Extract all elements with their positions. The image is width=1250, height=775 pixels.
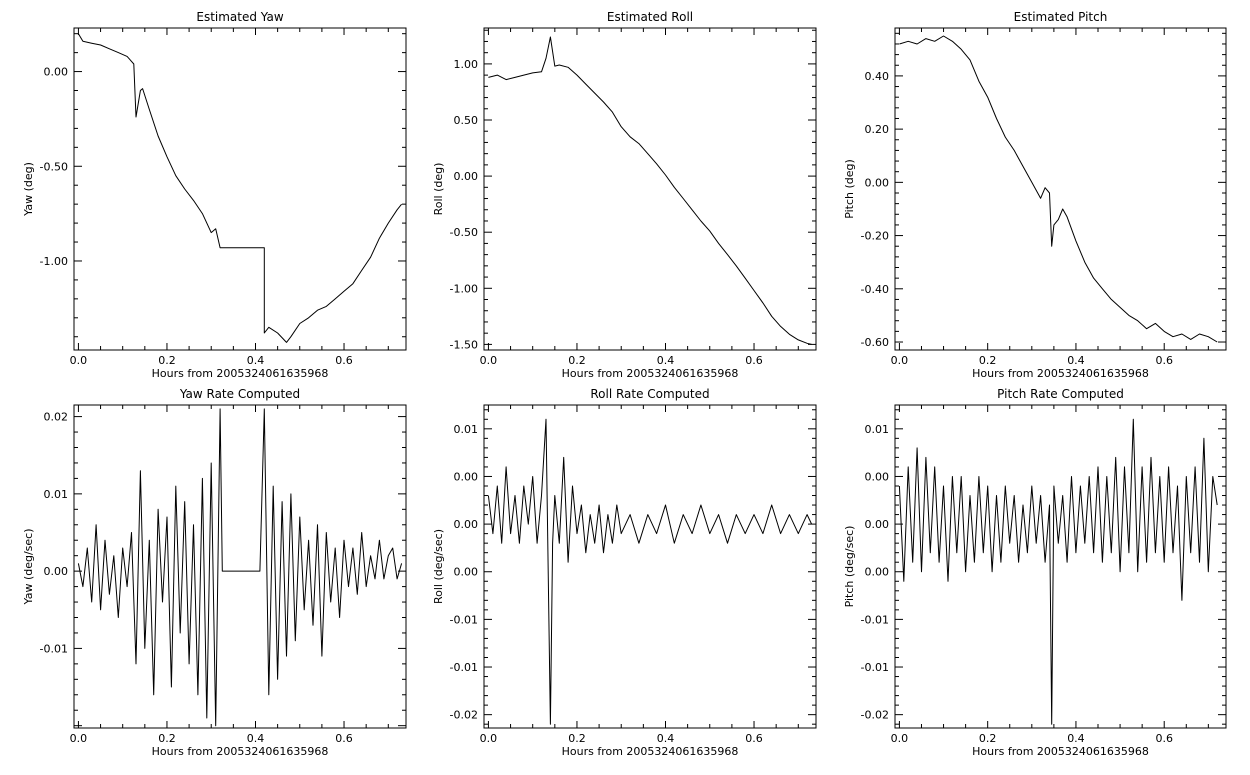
series-line-1: [77, 33, 402, 343]
y-tick-label: 0.00: [454, 170, 479, 183]
plot-frame: [894, 27, 1227, 351]
y-tick-label: -0.01: [450, 661, 478, 674]
x-tick-label: 0.0: [70, 732, 88, 745]
x-axis-label: Hours from 2005324061635968: [152, 367, 329, 380]
chart-panel-6: Pitch Rate Computed Hours from 2005324061…: [843, 387, 1227, 758]
x-tick-label: 0.6: [1155, 354, 1173, 367]
x-tick-label: 0.4: [247, 732, 265, 745]
x-tick-label: 0.0: [480, 732, 498, 745]
chart-title: Estimated Roll: [607, 10, 693, 24]
y-tick-label: -0.50: [450, 226, 478, 239]
y-axis-label: Roll (deg/sec): [432, 529, 445, 604]
y-tick-label: 0.02: [44, 411, 69, 424]
plot-frame: [483, 404, 817, 729]
y-tick-label: -0.20: [861, 230, 889, 243]
x-tick-label: 0.2: [568, 732, 586, 745]
y-tick-label: 0.40: [865, 70, 890, 83]
x-tick-label: 0.4: [247, 354, 265, 367]
y-tick-label: -0.60: [861, 336, 889, 349]
x-tick-label: 0.0: [891, 354, 909, 367]
chart-panel-1: Estimated Yaw Hours from 2005324061635968…: [22, 10, 407, 380]
series-line-1: [488, 36, 812, 345]
chart-panel-5: Roll Rate Computed Hours from 20053240616…: [432, 387, 817, 758]
y-tick-label: 0.00: [44, 66, 69, 79]
y-tick-label: 0.00: [865, 176, 890, 189]
x-axis-label: Hours from 2005324061635968: [152, 745, 329, 758]
y-tick-label: 0.20: [865, 123, 890, 136]
chart-title: Estimated Pitch: [1014, 10, 1108, 24]
plot-frame: [73, 404, 407, 729]
y-tick-label: 0.00: [454, 518, 479, 531]
y-tick-label: -0.01: [861, 613, 889, 626]
y-tick-label: -0.01: [861, 661, 889, 674]
x-tick-label: 0.4: [1067, 732, 1085, 745]
y-tick-label: -1.50: [450, 338, 478, 351]
chart-title: Yaw Rate Computed: [179, 387, 300, 401]
y-tick-label: 0.00: [454, 566, 479, 579]
x-tick-label: 0.2: [568, 354, 586, 367]
y-tick-label: -1.00: [40, 255, 68, 268]
y-tick-label: -0.01: [450, 613, 478, 626]
chart-panel-4: Yaw Rate Computed Hours from 200532406163…: [22, 387, 407, 758]
y-tick-label: -0.02: [450, 709, 478, 722]
x-tick-label: 0.6: [335, 354, 353, 367]
x-tick-label: 0.2: [979, 732, 997, 745]
x-tick-label: 0.0: [70, 354, 88, 367]
x-tick-label: 0.4: [657, 732, 675, 745]
y-axis-label: Roll (deg): [432, 163, 445, 216]
x-tick-label: 0.6: [745, 354, 763, 367]
x-tick-label: 0.6: [335, 732, 353, 745]
y-axis-label: Yaw (deg): [22, 162, 35, 217]
x-tick-label: 0.4: [657, 354, 675, 367]
x-tick-label: 0.2: [979, 354, 997, 367]
x-tick-label: 0.6: [745, 732, 763, 745]
x-axis-label: Hours from 2005324061635968: [972, 367, 1149, 380]
chart-panel-3: Estimated Pitch Hours from 20053240616359…: [843, 10, 1227, 380]
x-tick-label: 0.0: [480, 354, 498, 367]
y-tick-label: -0.50: [40, 160, 68, 173]
y-tick-label: 0.00: [865, 518, 890, 531]
y-tick-label: 0.01: [44, 488, 69, 501]
chart-title: Roll Rate Computed: [590, 387, 709, 401]
x-axis-label: Hours from 2005324061635968: [562, 745, 739, 758]
x-axis-label: Hours from 2005324061635968: [562, 367, 739, 380]
x-tick-label: 0.2: [158, 732, 176, 745]
y-tick-label: 1.00: [454, 58, 479, 71]
y-axis-label: Pitch (deg): [843, 159, 856, 219]
series-line-1: [899, 35, 1218, 343]
chart-title: Pitch Rate Computed: [997, 387, 1124, 401]
y-axis-label: Pitch (deg/sec): [843, 526, 856, 608]
x-tick-label: 0.0: [891, 732, 909, 745]
y-tick-label: 0.00: [865, 470, 890, 483]
y-tick-label: 0.00: [44, 565, 69, 578]
chart-title: Estimated Yaw: [196, 10, 283, 24]
x-axis-label: Hours from 2005324061635968: [972, 745, 1149, 758]
y-tick-label: -0.40: [861, 283, 889, 296]
plot-frame: [73, 27, 407, 351]
y-tick-label: 0.01: [454, 423, 479, 436]
y-tick-label: 0.00: [454, 470, 479, 483]
y-axis-label: Yaw (deg/sec): [22, 528, 35, 605]
plot-frame: [483, 27, 817, 351]
y-tick-label: -0.01: [40, 642, 68, 655]
y-tick-label: 0.00: [865, 566, 890, 579]
x-tick-label: 0.2: [158, 354, 176, 367]
x-tick-label: 0.6: [1155, 732, 1173, 745]
series-line-1: [898, 418, 1218, 725]
plot-frame: [894, 404, 1227, 729]
y-tick-label: -0.02: [861, 709, 889, 722]
x-tick-label: 0.4: [1067, 354, 1085, 367]
series-line-1: [77, 408, 403, 727]
y-tick-label: 0.50: [454, 114, 479, 127]
y-tick-label: 0.01: [865, 423, 890, 436]
chart-panel-2: Estimated Roll Hours from 200532406163596…: [432, 10, 817, 380]
series-line-1: [487, 418, 813, 725]
y-tick-label: -1.00: [450, 282, 478, 295]
